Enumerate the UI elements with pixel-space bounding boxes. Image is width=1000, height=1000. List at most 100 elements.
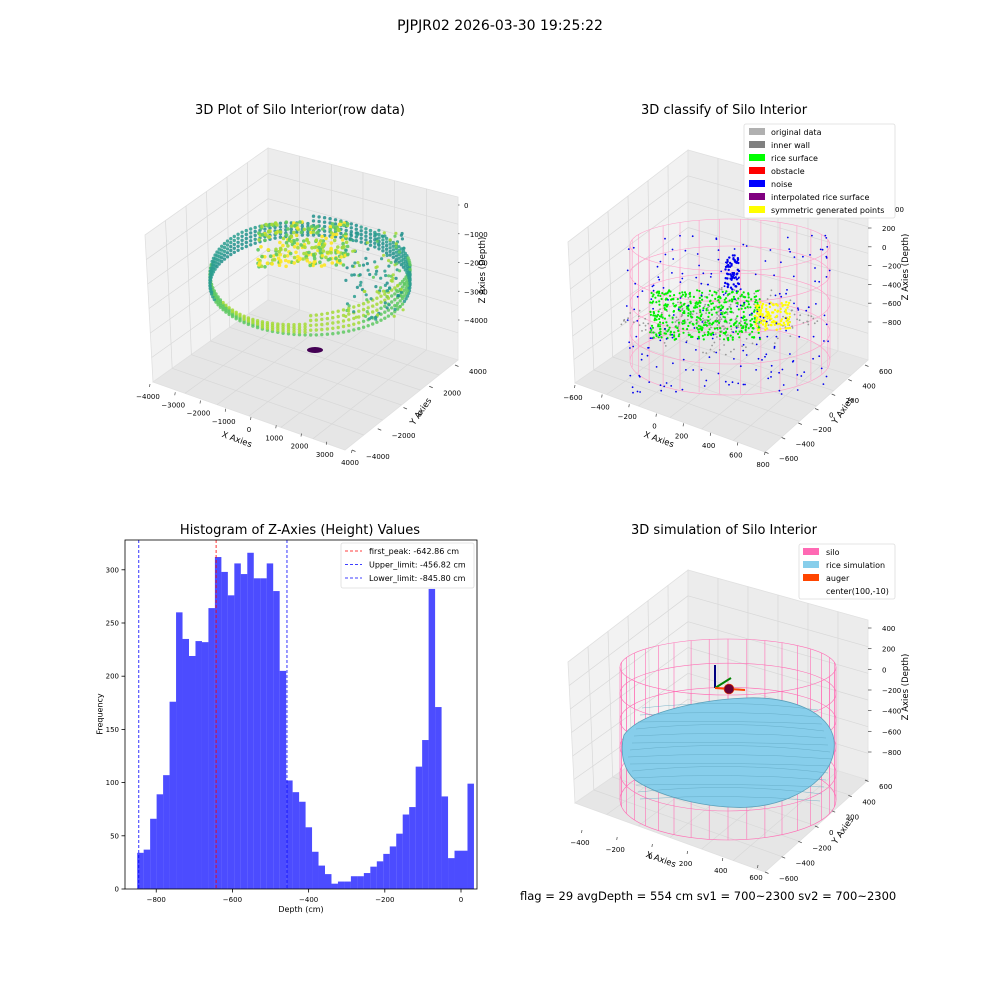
noise-point <box>742 243 745 246</box>
raw-point <box>375 269 379 273</box>
raw-point <box>244 240 248 245</box>
raw-point <box>325 332 330 336</box>
rice-surface-point <box>736 315 739 318</box>
raw-point <box>315 224 320 229</box>
histogram-bar <box>137 852 144 889</box>
raw-point <box>249 231 253 235</box>
rice-surface-point <box>722 331 725 335</box>
noise-point <box>692 369 695 371</box>
rice-surface-point <box>710 332 713 335</box>
noise-point <box>684 249 687 252</box>
symmetric-point <box>765 310 768 313</box>
noise-point <box>770 371 773 373</box>
histogram-bar <box>389 846 397 889</box>
noise-point <box>652 307 654 310</box>
rice-surface-point <box>699 311 702 314</box>
raw-point <box>381 241 385 246</box>
raw-point <box>268 254 273 258</box>
sim-z-axis-label: 200 <box>882 646 895 654</box>
raw-point <box>289 227 293 232</box>
original-point <box>703 332 706 334</box>
noise-point <box>780 295 783 298</box>
raw-point <box>344 314 348 318</box>
noise-point <box>770 364 773 367</box>
original-point <box>713 341 716 344</box>
raw-point <box>230 308 235 312</box>
raw-point <box>339 255 344 259</box>
raw-point <box>341 241 345 246</box>
noise-point <box>785 317 787 319</box>
noise-point <box>742 383 745 386</box>
noise-point <box>825 237 828 239</box>
noise-point <box>719 313 722 316</box>
symmetric-point <box>786 312 789 315</box>
noise-point <box>740 316 743 319</box>
symmetric-point <box>786 306 789 309</box>
original-point <box>704 303 707 306</box>
rice-surface-point <box>713 327 717 330</box>
noise-point <box>629 374 632 377</box>
original-point <box>711 344 713 347</box>
histogram-legend-label: first_peak: -642.86 cm <box>369 547 459 556</box>
raw-point <box>384 247 389 251</box>
rice-surface-point <box>674 325 677 328</box>
noise-point <box>778 371 780 374</box>
sim-y-axis-label: 0 <box>829 829 833 837</box>
rice-surface-point <box>687 312 690 315</box>
symmetric-point <box>785 320 788 323</box>
raw-point <box>244 232 248 237</box>
sim-y-axis-tick <box>798 841 802 844</box>
noise-point <box>785 292 787 295</box>
raw-point <box>395 301 400 305</box>
silo-ring <box>629 245 831 303</box>
raw-point <box>376 242 381 246</box>
raw-point <box>402 277 407 281</box>
raw-point <box>270 321 275 326</box>
raw-point <box>385 281 389 285</box>
histogram-bar <box>422 740 429 889</box>
rice-surface-point <box>689 300 692 303</box>
histogram-bar <box>357 876 364 889</box>
noise-point <box>828 269 831 272</box>
raw-point <box>408 272 412 276</box>
raw-point <box>373 232 377 236</box>
raw-point <box>222 245 227 250</box>
raw-point <box>408 281 412 286</box>
raw-point <box>359 236 363 240</box>
raw-point <box>344 240 349 244</box>
raw-z-axis-label: −3000 <box>464 288 488 296</box>
noise-point <box>633 308 636 311</box>
noise-point <box>652 289 655 292</box>
raw-point <box>388 238 392 242</box>
raw-point <box>290 224 294 228</box>
original-point <box>718 288 721 290</box>
rice-surface-point <box>743 319 746 322</box>
sim-x-axis-tick <box>757 864 759 869</box>
raw-point <box>297 330 302 334</box>
sim-legend-swatch <box>803 561 819 568</box>
raw-point <box>345 244 350 249</box>
rice-surface-point <box>728 299 731 302</box>
raw-point <box>309 314 313 318</box>
cls-x-axis-label: 200 <box>675 432 688 440</box>
original-point <box>675 316 678 319</box>
original-point <box>745 346 747 349</box>
raw-point <box>322 224 327 229</box>
rice-surface-point <box>665 305 669 308</box>
raw-point <box>382 253 386 257</box>
rice-surface-point <box>708 328 711 331</box>
noise-point <box>754 273 757 276</box>
raw-point <box>284 240 289 245</box>
cls-x-axis-label: 600 <box>729 451 742 459</box>
symmetric-point <box>772 311 775 314</box>
symmetric-point <box>785 300 788 304</box>
cls-z-axis-label: −200 <box>882 263 901 271</box>
raw-point <box>240 242 244 246</box>
raw-point <box>222 241 227 246</box>
original-point <box>745 337 748 340</box>
histogram-bar <box>350 876 358 889</box>
noise-point <box>712 333 715 336</box>
raw-y-axis-label: −4000 <box>366 453 390 461</box>
